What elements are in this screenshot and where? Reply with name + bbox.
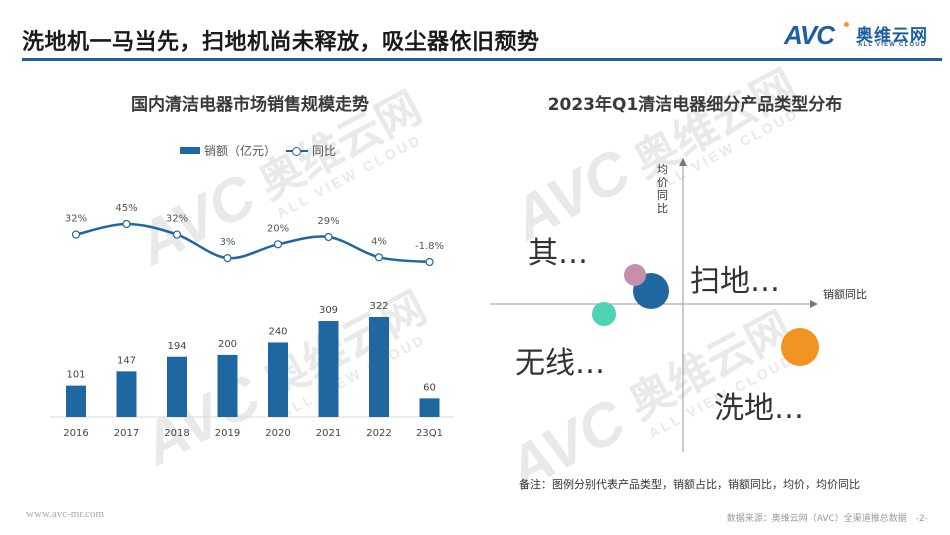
svg-text:32%: 32% (166, 214, 188, 225)
logo-name-en: ALL VIEW CLOUD (858, 42, 927, 48)
label-cordless: 无线… (515, 346, 605, 381)
svg-text:60: 60 (423, 382, 436, 393)
page-title: 洗地机一马当先，扫地机尚未释放，吸尘器依旧颓势 (22, 30, 540, 55)
svg-text:2022: 2022 (366, 428, 391, 439)
label-washer: 洗地… (714, 391, 804, 426)
svg-text:2020: 2020 (265, 428, 290, 439)
svg-text:20%: 20% (267, 223, 289, 234)
svg-text:194: 194 (167, 341, 186, 352)
label-sweeper: 扫地… (690, 264, 780, 299)
y-axis-label: 均 价 同 比 (657, 163, 668, 215)
svg-text:147: 147 (117, 355, 136, 366)
x-axis-label: 销额同比 (823, 288, 867, 301)
svg-text:23Q1: 23Q1 (416, 428, 443, 439)
sales-bar-line-chart: 101 2016 147 2017 194 2018 200 2019 240 2020 309 20… (50, 203, 455, 439)
left-chart-legend: 销额（亿元） 同比 (180, 142, 336, 159)
bar-legend-label: 销额（亿元） (204, 144, 277, 158)
svg-text:32%: 32% (65, 214, 87, 225)
svg-text:309: 309 (319, 305, 338, 316)
svg-text:240: 240 (268, 326, 287, 337)
footer-url[interactable]: www.avc-mr.com (26, 508, 105, 520)
line-legend-icon (286, 146, 309, 156)
svg-text:2019: 2019 (215, 428, 240, 439)
logo-dot-icon (844, 22, 849, 27)
bar-legend-icon (180, 147, 200, 154)
svg-text:2016: 2016 (63, 428, 88, 439)
avc-logo: AVC 奥维云网 ALL VIEW CLOUD (784, 18, 944, 54)
right-chart-title: 2023年Q1清洁电器细分产品类型分布 (547, 95, 843, 115)
svg-text:3%: 3% (220, 237, 236, 248)
svg-text:4%: 4% (371, 236, 387, 247)
svg-text:2021: 2021 (316, 428, 341, 439)
footer-source: 数据来源：奥维云网（AVC）全渠道推总数据 -2- (726, 514, 928, 524)
svg-text:45%: 45% (115, 203, 137, 214)
svg-text:200: 200 (218, 339, 237, 350)
svg-text:29%: 29% (317, 216, 339, 227)
svg-text:322: 322 (369, 301, 388, 312)
chart-note: 备注：图例分别代表产品类型，销额占比，销额同比，均价，均价同比 (519, 478, 860, 491)
segment-bubble-chart (490, 158, 819, 452)
label-other: 其… (528, 236, 588, 271)
svg-text:101: 101 (66, 370, 85, 381)
logo-mark: AVC (784, 20, 835, 50)
title-divider (22, 58, 942, 61)
logo-name-cn: 奥维云网 (856, 26, 928, 46)
svg-text:2017: 2017 (114, 428, 139, 439)
svg-text:-1.8%: -1.8% (415, 241, 444, 252)
svg-text:2018: 2018 (164, 428, 189, 439)
line-legend-label: 同比 (312, 144, 337, 158)
left-chart-title: 国内清洁电器市场销售规模走势 (131, 95, 369, 115)
